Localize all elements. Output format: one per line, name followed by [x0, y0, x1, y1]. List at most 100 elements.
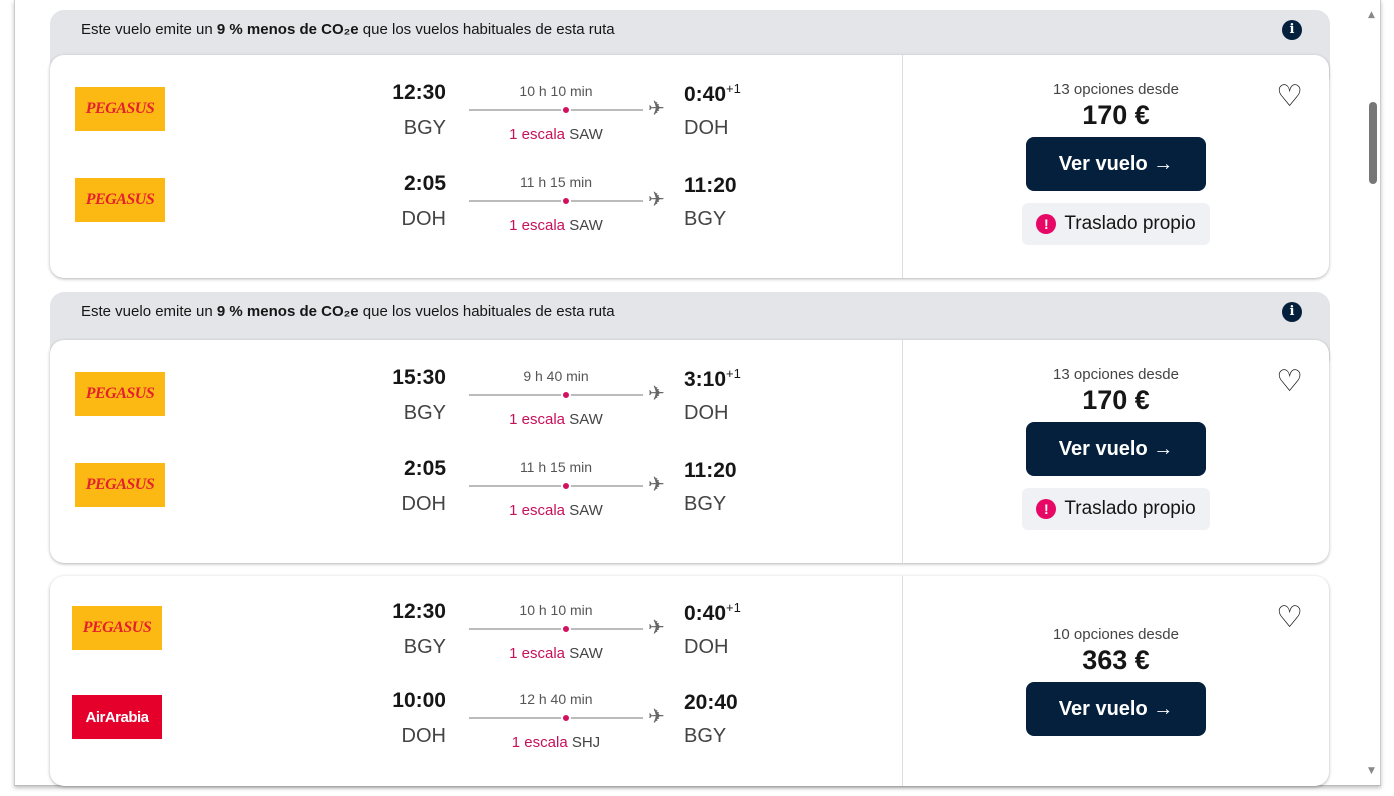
airline-logo: PEGASUS [75, 372, 165, 416]
flight-result-card[interactable]: PEGASUS 12:30 BGY 10 h 10 min ✈ 1 escala… [50, 576, 1329, 786]
stops-info: 1 escala SAW [469, 502, 643, 519]
departure-time: 12:30 [392, 600, 446, 623]
scroll-down-icon[interactable]: ▼ [1368, 766, 1375, 776]
departure-airport: DOH [401, 725, 446, 747]
stop-dot [561, 713, 571, 723]
route-line [469, 628, 643, 630]
stops-info: 1 escala SAW [469, 645, 643, 662]
co2-bold: 9 % menos de CO₂e [216, 21, 359, 38]
duration: 10 h 10 min [519, 602, 593, 618]
stops-info: 1 escala SHJ [469, 734, 643, 751]
self-transfer-badge[interactable]: ! Traslado propio [1022, 203, 1210, 245]
stop-airport: SAW [569, 411, 603, 428]
heart-icon[interactable]: ♡ [1276, 600, 1303, 635]
co2-text: Este vuelo emite un 9 % menos de CO₂e qu… [81, 303, 615, 320]
arrival-time: 11:20 [684, 457, 737, 483]
plane-icon: ✈ [648, 472, 665, 496]
self-transfer-badge[interactable]: ! Traslado propio [1022, 488, 1210, 530]
flight-leg: PEGASUS 2:05 DOH 11 h 15 min ✈ 1 escala … [50, 172, 902, 268]
options-count: 13 opciones desde [1053, 366, 1179, 383]
options-count: 13 opciones desde [1053, 81, 1179, 98]
route-line [469, 485, 643, 487]
duration: 10 h 10 min [519, 83, 593, 99]
scroll-up-icon[interactable]: ▲ [1368, 10, 1375, 20]
stops-info: 1 escala SAW [469, 411, 643, 428]
airline-logo: PEGASUS [75, 87, 165, 131]
stop-airport: SAW [569, 502, 603, 519]
co2-suffix: que los vuelos habituales de esta ruta [358, 303, 615, 320]
arrival-airport: DOH [684, 636, 729, 658]
departure-airport: DOH [401, 208, 446, 230]
route-line [469, 394, 643, 396]
departure-airport: BGY [403, 636, 446, 658]
airline-logo: PEGASUS [72, 606, 162, 650]
warning-icon: ! [1036, 499, 1057, 519]
warning-text: Traslado propio [1064, 498, 1196, 519]
divider [902, 340, 903, 563]
flight-leg: PEGASUS 2:05 DOH 11 h 15 min ✈ 1 escala … [50, 457, 902, 553]
departure-airport: BGY [403, 117, 446, 139]
arrival-time-value: 0:40 [684, 83, 727, 106]
departure-time: 2:05 [403, 457, 446, 480]
airline-logo: PEGASUS [75, 463, 165, 507]
arrival-airport: DOH [684, 402, 729, 424]
route-line [469, 717, 643, 719]
co2-text: Este vuelo emite un 9 % menos de CO₂e qu… [81, 21, 615, 38]
info-icon[interactable]: i [1282, 302, 1302, 322]
arrival-time: 3:10+1 [684, 366, 741, 392]
departure-airport: DOH [401, 493, 446, 515]
stops-count: 1 escala [509, 502, 566, 519]
co2-bold: 9 % menos de CO₂e [216, 303, 359, 320]
stop-airport: SAW [569, 645, 603, 662]
duration: 11 h 15 min [519, 174, 593, 190]
arrival-airport: DOH [684, 117, 729, 139]
plane-icon: ✈ [648, 704, 665, 728]
plane-icon: ✈ [648, 615, 665, 639]
arrival-airport: BGY [684, 493, 727, 515]
scrollbar-thumb[interactable] [1369, 102, 1377, 184]
departure-time: 12:30 [392, 81, 446, 104]
price: 170 € [1082, 385, 1150, 415]
day-offset: +1 [726, 600, 741, 615]
flight-leg: AirArabia 10:00 DOH 12 h 40 min ✈ 1 esca… [50, 689, 902, 785]
view-flight-button[interactable]: Ver vuelo → [1026, 682, 1206, 736]
stops-info: 1 escala SAW [469, 126, 643, 143]
day-offset: +1 [726, 81, 741, 96]
departure-time: 2:05 [403, 172, 446, 195]
view-flight-button[interactable]: Ver vuelo → [1026, 422, 1206, 476]
price: 170 € [1082, 100, 1150, 130]
flight-result-card[interactable]: PEGASUS 15:30 BGY 9 h 40 min ✈ 1 escala … [50, 340, 1329, 563]
route-line [469, 200, 643, 202]
scrollbar[interactable]: ▲ ▼ [1366, 10, 1380, 776]
airline-logo: AirArabia [72, 695, 162, 739]
heart-icon[interactable]: ♡ [1276, 79, 1303, 114]
arrival-time: 11:20 [684, 172, 737, 198]
divider [902, 55, 903, 278]
options-count: 10 opciones desde [1053, 626, 1179, 643]
stop-dot [561, 390, 571, 400]
stops-count: 1 escala [509, 126, 566, 143]
flight-leg: PEGASUS 12:30 BGY 10 h 10 min ✈ 1 escala… [50, 600, 902, 696]
view-flight-button[interactable]: Ver vuelo → [1026, 137, 1206, 191]
flight-leg: PEGASUS 15:30 BGY 9 h 40 min ✈ 1 escala … [50, 366, 902, 462]
stop-airport: SHJ [571, 734, 601, 751]
stops-info: 1 escala SAW [469, 217, 643, 234]
flight-result-card[interactable]: PEGASUS 12:30 BGY 10 h 10 min ✈ 1 escala… [50, 55, 1329, 278]
heart-icon[interactable]: ♡ [1276, 364, 1303, 399]
price-section: 10 opciones desde 363 € Ver vuelo → [903, 626, 1329, 736]
info-icon[interactable]: i [1282, 20, 1302, 40]
stop-dot [561, 105, 571, 115]
warning-icon: ! [1036, 214, 1057, 234]
arrival-time: 0:40+1 [684, 81, 741, 107]
arrival-airport: BGY [684, 725, 727, 747]
duration: 11 h 15 min [519, 459, 593, 475]
departure-time: 10:00 [392, 689, 446, 712]
co2-suffix: que los vuelos habituales de esta ruta [358, 21, 615, 38]
departure-airport: BGY [403, 402, 446, 424]
flight-leg: PEGASUS 12:30 BGY 10 h 10 min ✈ 1 escala… [50, 81, 902, 177]
day-offset: +1 [726, 366, 741, 381]
route-line [469, 109, 643, 111]
divider [902, 576, 903, 786]
stops-count: 1 escala [509, 217, 566, 234]
stops-count: 1 escala [511, 734, 568, 751]
